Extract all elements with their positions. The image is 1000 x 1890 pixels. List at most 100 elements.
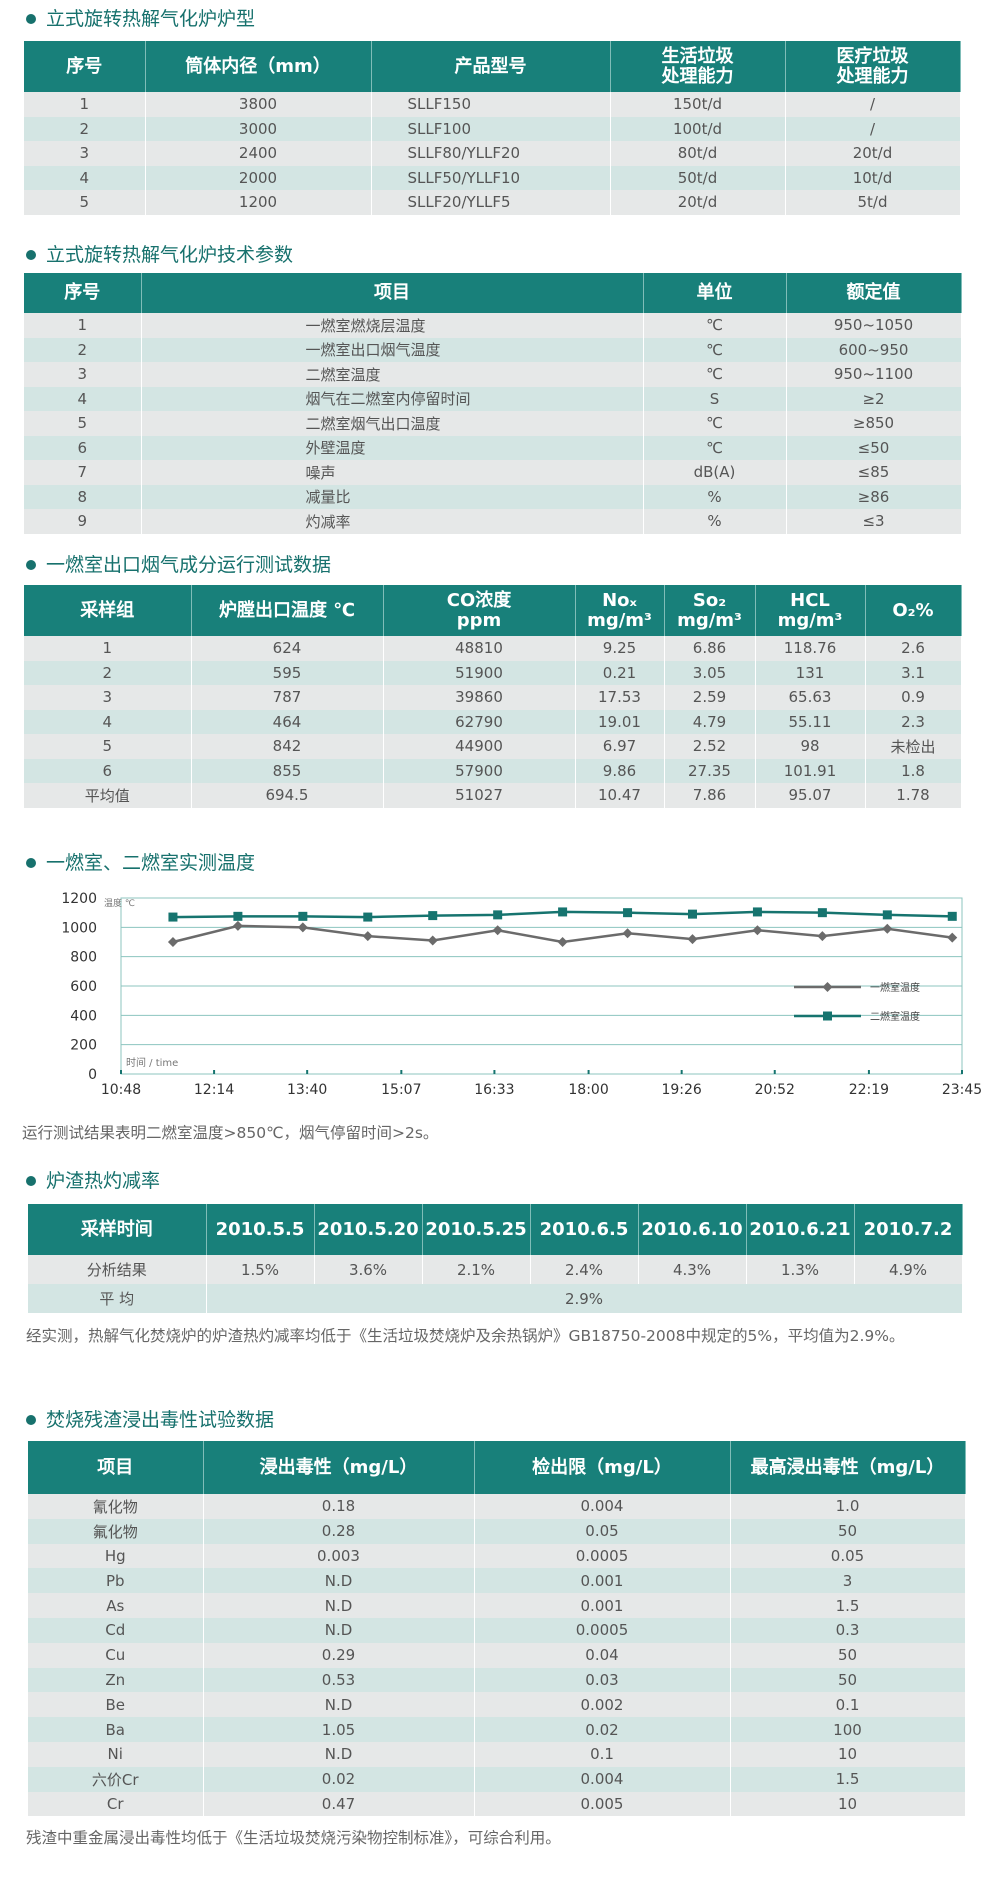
table-cell: 50 bbox=[730, 1667, 966, 1693]
table-cell: 20t/d bbox=[610, 190, 786, 215]
table-cell: 0.3 bbox=[730, 1617, 966, 1643]
table-cell: 6 bbox=[24, 758, 192, 783]
table-cell: 100 bbox=[730, 1717, 966, 1742]
data-point bbox=[297, 922, 308, 933]
table-row: 2 595 51900 0.21 3.05 131 3.1 bbox=[24, 660, 962, 685]
y-tick-label: 600 bbox=[70, 979, 97, 995]
header-cell: 浸出毒性（mg/L） bbox=[203, 1441, 475, 1494]
table-cell: dB(A) bbox=[643, 460, 787, 485]
table-cell: ℃ bbox=[643, 337, 787, 362]
table-row: 2 一燃室出口烟气温度 ℃ 600~950 bbox=[24, 337, 962, 362]
data-point bbox=[882, 910, 892, 920]
table-cell: / bbox=[785, 116, 961, 141]
table-cell: 39860 bbox=[383, 685, 576, 710]
x-tick-label: 23:45 bbox=[942, 1082, 982, 1098]
table-cell: 0.9 bbox=[865, 685, 962, 710]
data-table: 序号 筒体内径（mm） 产品型号 生活垃圾 处理能力 医疗垃圾 处理能力 1 3800 SLL… bbox=[24, 41, 961, 215]
header-cell: 2010.6.21 bbox=[746, 1204, 855, 1255]
table-row: 3 二燃室温度 ℃ 950~1100 bbox=[24, 362, 962, 387]
table-cell: 6.86 bbox=[664, 636, 756, 661]
table-cell: 0.005 bbox=[474, 1791, 731, 1817]
table-cell: SLLF50/YLLF10 bbox=[371, 165, 611, 190]
table-row: 4 464 62790 19.01 4.79 55.11 2.3 bbox=[24, 709, 962, 734]
header-cell: 筒体内径（mm） bbox=[145, 41, 372, 92]
table-row: 六价Cr 0.02 0.004 1.5 bbox=[28, 1766, 966, 1792]
header-row: 序号 筒体内径（mm） 产品型号 生活垃圾 处理能力 医疗垃圾 处理能力 bbox=[24, 41, 961, 92]
table-cell: 1 bbox=[24, 92, 146, 117]
table-cell: 1 bbox=[24, 313, 142, 338]
section-title: 炉渣热灼减率 bbox=[24, 1166, 160, 1196]
table-cell: 44900 bbox=[383, 734, 576, 759]
table-cell: 0.003 bbox=[203, 1543, 475, 1569]
header-row: 序号 项目 单位 额定值 bbox=[24, 273, 962, 313]
table-cell: 2.59 bbox=[664, 685, 756, 710]
section-title: 立式旋转热解气化炉技术参数 bbox=[24, 240, 293, 270]
header-cell: 2010.7.2 bbox=[854, 1204, 963, 1255]
table-row: Ba 1.05 0.02 100 bbox=[28, 1717, 966, 1742]
table-cell: 2 bbox=[24, 660, 192, 685]
x-tick-label: 19:26 bbox=[661, 1082, 701, 1098]
table-cell: 0.53 bbox=[203, 1667, 475, 1693]
data-point bbox=[557, 937, 568, 947]
data-point bbox=[168, 912, 178, 922]
table-cell: 2.9% bbox=[206, 1284, 963, 1313]
table-cell: 51027 bbox=[383, 783, 576, 808]
table-cell: 0.1 bbox=[730, 1692, 966, 1718]
data-point bbox=[167, 937, 178, 947]
table-cell: 98 bbox=[755, 734, 866, 759]
table-cell: Be bbox=[28, 1692, 204, 1718]
header-cell: 序号 bbox=[24, 41, 146, 92]
table-cell: 噪声 bbox=[141, 460, 644, 485]
table-cell: Pb bbox=[28, 1568, 204, 1594]
table-cell: Hg bbox=[28, 1543, 204, 1569]
data-point bbox=[687, 909, 697, 919]
table-cell: 0.03 bbox=[474, 1667, 731, 1693]
y-tick-label: 200 bbox=[70, 1038, 97, 1054]
table-cell: 3.05 bbox=[664, 660, 756, 685]
data-point bbox=[623, 908, 633, 918]
table-cell: 六价Cr bbox=[28, 1766, 204, 1792]
table-cell: ℃ bbox=[643, 313, 787, 338]
header-cell: 额定值 bbox=[786, 273, 962, 313]
temperature-chart: 0 200 400 600 800 1000 1200 10:48 12:14 13:40 15:0… bbox=[61, 891, 982, 1098]
table-cell: 1.78 bbox=[865, 783, 962, 808]
table-row: 4 2000 SLLF50/YLLF10 50t/d 10t/d bbox=[24, 165, 961, 190]
header-cell: 2010.5.25 bbox=[422, 1204, 531, 1255]
table-row: 1 一燃室燃烧层温度 ℃ 950~1050 bbox=[24, 313, 962, 338]
table-cell: 0.28 bbox=[203, 1518, 475, 1544]
note: 残渣中重金属浸出毒性均低于《生活垃圾焚烧污染物控制标准》，可综合利用。 bbox=[26, 1829, 561, 1847]
table-cell: 2000 bbox=[145, 165, 372, 190]
table-cell: 57900 bbox=[383, 758, 576, 783]
section-title: 立式旋转热解气化炉炉型 bbox=[24, 4, 255, 34]
data-point bbox=[882, 923, 893, 934]
table-cell: 17.53 bbox=[575, 685, 665, 710]
table-cell: 二燃室温度 bbox=[141, 362, 644, 387]
legend-label: 二燃室温度 bbox=[870, 1010, 920, 1023]
data-point bbox=[752, 907, 762, 917]
header-cell: 产品型号 bbox=[371, 41, 611, 92]
table-cell: 9.25 bbox=[575, 636, 665, 661]
table-cell: 131 bbox=[755, 660, 866, 685]
table-cell: Cd bbox=[28, 1617, 204, 1643]
table-cell: 50 bbox=[730, 1518, 966, 1544]
table-cell: Cr bbox=[28, 1791, 204, 1817]
table-cell: 2 bbox=[24, 337, 142, 362]
table-cell: 1.05 bbox=[203, 1717, 475, 1742]
table-cell: 平均值 bbox=[24, 783, 192, 808]
y-tick-label: 400 bbox=[70, 1008, 97, 1024]
table-cell: 6 bbox=[24, 435, 142, 460]
table-cell: ≤50 bbox=[786, 435, 962, 460]
table-cell: N.D bbox=[203, 1617, 475, 1643]
table-row: 氰化物 0.18 0.004 1.0 bbox=[28, 1494, 966, 1519]
y-tick-label: 1000 bbox=[61, 920, 97, 936]
header-cell: So₂ mg/m³ bbox=[664, 585, 756, 636]
table-cell: 0.04 bbox=[474, 1642, 731, 1668]
legend-marker bbox=[823, 1011, 832, 1021]
table-cell: 10t/d bbox=[785, 165, 961, 190]
table-row: 4 烟气在二燃室内停留时间 S ≥2 bbox=[24, 386, 962, 411]
table-row: 5 二燃室烟气出口温度 ℃ ≥850 bbox=[24, 411, 962, 436]
legend-marker bbox=[822, 982, 833, 992]
y-axis-label: 温度 ℃ bbox=[104, 897, 135, 909]
table-cell: 3 bbox=[24, 362, 142, 387]
